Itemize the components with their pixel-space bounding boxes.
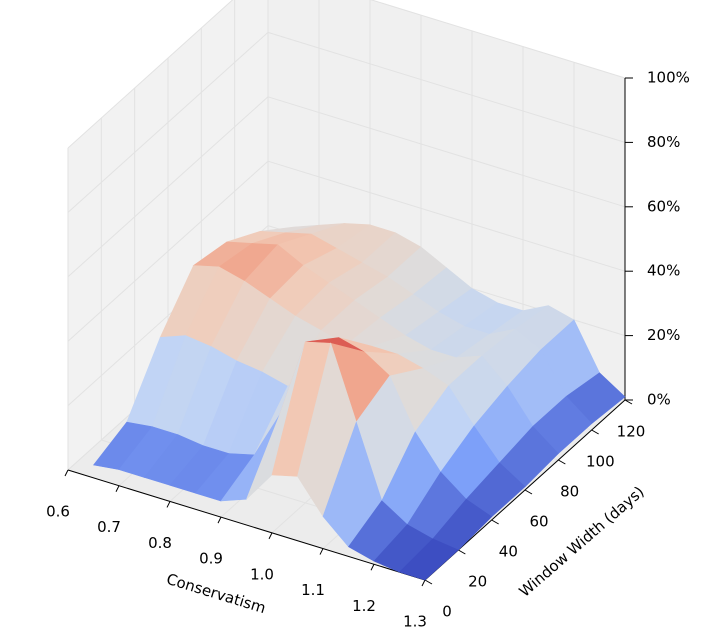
x-tick-label: 1.0	[250, 565, 274, 583]
y-tick	[458, 549, 466, 555]
y-tick-label: 0	[442, 603, 452, 621]
x-tick	[421, 579, 426, 587]
y-tick-label: 80	[560, 483, 579, 501]
x-tick	[64, 469, 69, 477]
x-tick	[319, 548, 324, 555]
grid-line	[267, 160, 626, 272]
z-tick-label: 80%	[647, 133, 680, 151]
z-tick-label: 20%	[647, 326, 680, 344]
grid-line	[267, 96, 626, 208]
x-tick-label: 0.7	[97, 518, 121, 536]
y-tick	[424, 579, 433, 585]
grid-line	[67, 32, 269, 213]
y-axis-label: Window Width (days)	[516, 483, 648, 601]
y-tick	[524, 489, 533, 495]
y-tick-label: 20	[468, 573, 487, 591]
y-tick	[624, 399, 633, 405]
z-tick-label: 40%	[647, 262, 680, 280]
x-tick-label: 0.9	[199, 550, 223, 568]
x-tick	[115, 485, 120, 492]
x-tick	[217, 516, 222, 524]
y-tick	[491, 519, 499, 525]
grid-line	[67, 96, 269, 278]
y-tick-label: 120	[617, 423, 646, 441]
y-tick	[558, 459, 566, 465]
x-axis	[67, 469, 426, 581]
x-tick	[268, 532, 273, 540]
z-tick-label: 100%	[647, 69, 690, 87]
grid-line	[370, 0, 626, 79]
x-tick-label: 1.3	[403, 613, 427, 631]
z-tick-label: 60%	[647, 197, 680, 215]
x-tick-label: 0.6	[46, 503, 70, 521]
y-tick-label: 100	[586, 453, 615, 471]
y-tick-label: 40	[499, 543, 518, 561]
grid-line	[267, 31, 626, 143]
x-tick-label: 1.2	[352, 597, 376, 615]
x-tick-label: 0.8	[148, 534, 172, 552]
x-tick-label: 1.1	[301, 581, 325, 599]
y-tick	[591, 429, 599, 435]
surface-patch	[398, 538, 459, 581]
y-tick-label: 60	[529, 513, 548, 531]
z-tick-label: 0%	[647, 391, 671, 409]
x-tick	[166, 501, 171, 508]
grid-line	[67, 0, 234, 149]
x-tick	[370, 564, 375, 571]
grid-line	[67, 160, 269, 342]
